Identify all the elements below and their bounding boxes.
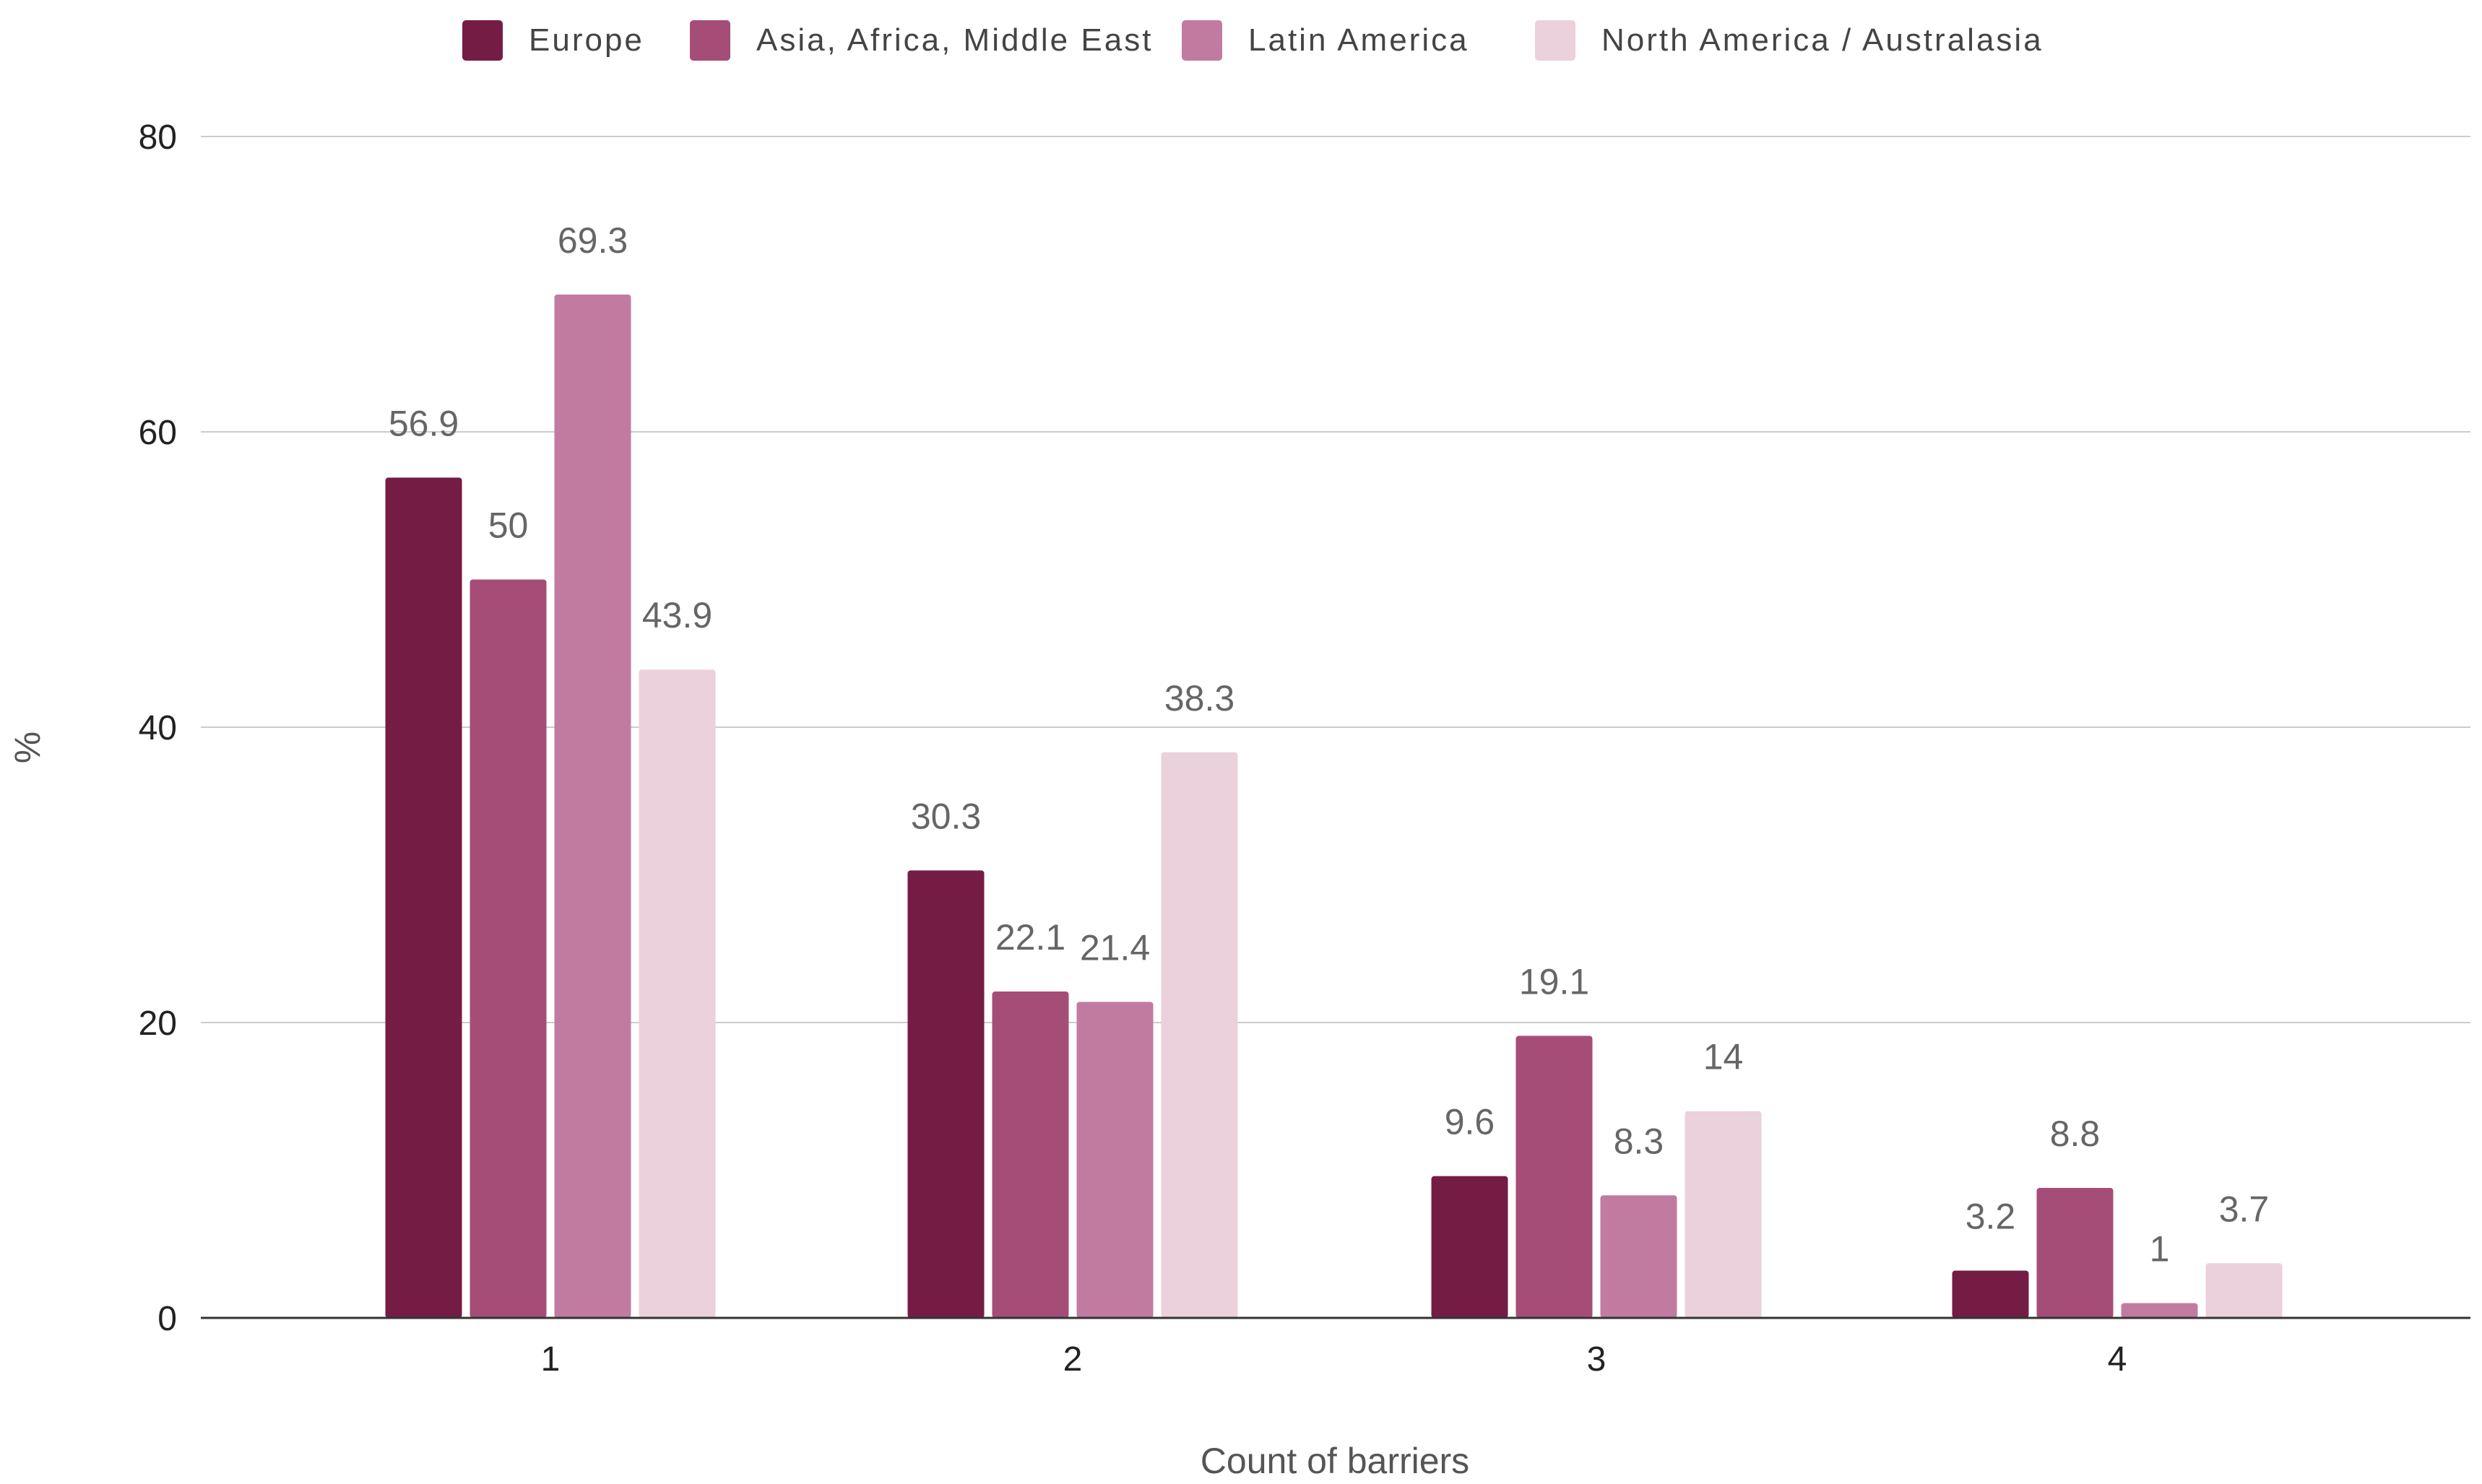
- x-tick-label: 4: [2108, 1340, 2127, 1379]
- data-labels: 56.9 50 69.3 43.9 30.3 22.1 21.4 38.3 9.6 19.1 8.3…: [389, 220, 2269, 1270]
- y-axis-ticks: 0 20 40 60 80: [139, 118, 177, 1338]
- data-label: 43.9: [642, 595, 712, 635]
- data-label: 8.8: [2050, 1114, 2101, 1154]
- legend-label: Europe: [529, 22, 644, 58]
- legend-swatch: [690, 20, 730, 61]
- bar: [907, 870, 985, 1318]
- y-axis-title: %: [7, 732, 48, 763]
- x-tick-label: 3: [1587, 1340, 1607, 1379]
- bar: [1515, 1036, 1593, 1318]
- bar: [1685, 1111, 1762, 1318]
- data-label: 38.3: [1164, 678, 1234, 719]
- legend-label: North America / Australasia: [1601, 22, 2044, 58]
- bar: [1952, 1270, 2029, 1318]
- data-label: 14: [1703, 1037, 1744, 1077]
- y-tick-label: 0: [157, 1300, 177, 1338]
- y-tick-label: 80: [139, 118, 177, 157]
- legend-swatch: [1535, 20, 1575, 61]
- data-label: 3.7: [2219, 1189, 2270, 1229]
- bar: [2205, 1263, 2283, 1318]
- x-axis-title: Count of barriers: [1201, 1441, 1469, 1481]
- bar: [1161, 752, 1238, 1318]
- legend-label: Asia, Africa, Middle East: [756, 22, 1153, 58]
- data-label: 3.2: [1966, 1197, 2016, 1237]
- legend-label: Latin America: [1248, 22, 1469, 58]
- legend-swatch: [462, 20, 503, 61]
- bar: [385, 477, 462, 1318]
- data-label: 9.6: [1445, 1102, 1495, 1142]
- data-label: 1: [2150, 1229, 2170, 1270]
- bar: [470, 579, 547, 1318]
- bar: [1600, 1195, 1677, 1318]
- bar: [2036, 1188, 2114, 1318]
- bar: [2121, 1303, 2198, 1318]
- data-label: 22.1: [995, 917, 1065, 958]
- y-tick-label: 60: [139, 414, 177, 452]
- y-tick-label: 20: [139, 1004, 177, 1043]
- data-label: 8.3: [1614, 1121, 1664, 1161]
- legend: Europe Asia, Africa, Middle East Latin Ame…: [462, 20, 2044, 61]
- data-label: 50: [488, 505, 529, 546]
- bar: [554, 294, 631, 1319]
- x-tick-label: 2: [1063, 1340, 1083, 1379]
- data-label: 30.3: [911, 796, 981, 836]
- bar: [1076, 1002, 1154, 1318]
- bar: [1431, 1176, 1508, 1318]
- legend-swatch: [1182, 20, 1222, 61]
- bar: [992, 991, 1069, 1318]
- data-label: 69.3: [558, 220, 628, 261]
- data-label: 21.4: [1080, 927, 1150, 968]
- x-tick-label: 1: [541, 1340, 561, 1379]
- bars: [385, 294, 2283, 1319]
- bar: [639, 669, 716, 1318]
- data-label: 19.1: [1519, 961, 1589, 1002]
- data-label: 56.9: [389, 403, 459, 443]
- x-axis-ticks: 1 2 3 4: [541, 1340, 2127, 1379]
- y-tick-label: 40: [139, 709, 177, 747]
